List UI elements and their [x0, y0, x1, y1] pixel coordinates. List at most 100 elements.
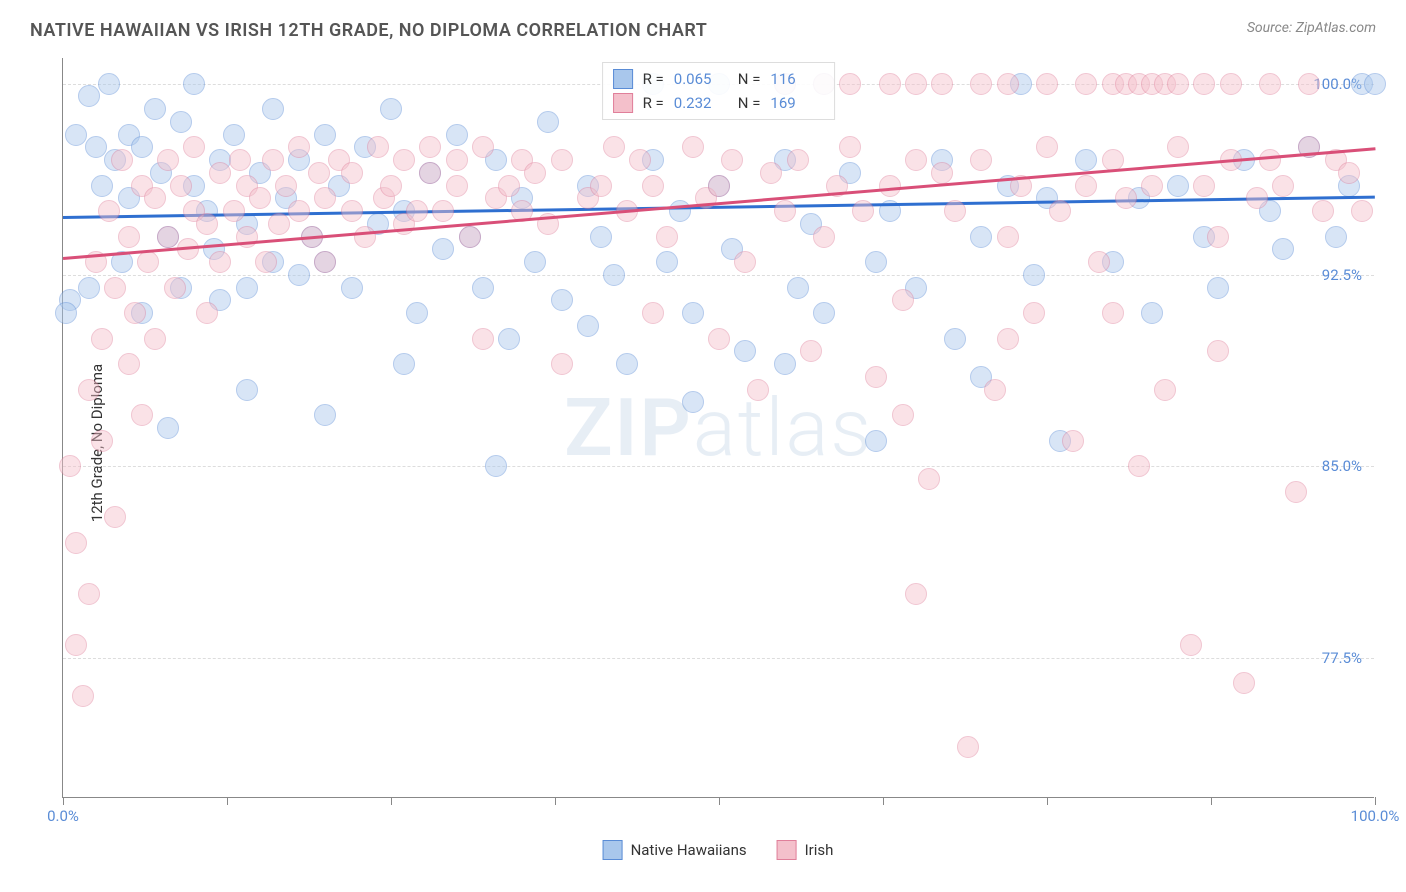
data-point: [892, 404, 914, 426]
data-point: [98, 200, 120, 222]
x-tick: [555, 797, 556, 805]
data-point: [354, 226, 376, 248]
data-point: [669, 200, 691, 222]
data-point: [852, 200, 874, 222]
data-point: [223, 124, 245, 146]
data-point: [183, 73, 205, 95]
data-point: [144, 328, 166, 350]
data-point: [59, 455, 81, 477]
data-point: [249, 187, 271, 209]
data-point: [196, 213, 218, 235]
data-point: [55, 302, 77, 324]
data-point: [656, 251, 678, 273]
data-point: [288, 264, 310, 286]
data-point: [931, 73, 953, 95]
data-point: [288, 200, 310, 222]
legend-stats: R =0.065N =116R =0.232N =169: [602, 62, 836, 120]
data-point: [380, 98, 402, 120]
data-point: [419, 162, 441, 184]
data-point: [629, 149, 651, 171]
data-point: [209, 162, 231, 184]
legend-swatch: [613, 93, 633, 113]
data-point: [1023, 302, 1045, 324]
data-point: [708, 175, 730, 197]
data-point: [1075, 73, 1097, 95]
gridline: [63, 275, 1374, 276]
data-point: [603, 136, 625, 158]
data-point: [236, 379, 258, 401]
data-point: [642, 302, 664, 324]
data-point: [551, 149, 573, 171]
data-point: [1246, 187, 1268, 209]
plot-area: ZIPatlas R =0.065N =116R =0.232N =169 77…: [62, 58, 1374, 798]
data-point: [1036, 73, 1058, 95]
data-point: [642, 175, 664, 197]
data-point: [931, 162, 953, 184]
legend-r-key: R =: [643, 70, 664, 88]
data-point: [997, 328, 1019, 350]
data-point: [865, 430, 887, 452]
y-tick-label: 85.0%: [1322, 457, 1362, 475]
data-point: [91, 328, 113, 350]
data-point: [419, 136, 441, 158]
data-point: [800, 340, 822, 362]
legend-n-key: N =: [738, 94, 761, 112]
data-point: [262, 98, 284, 120]
data-point: [1036, 136, 1058, 158]
x-tick-label: 100.0%: [1351, 807, 1400, 825]
data-point: [970, 73, 992, 95]
legend-series: Native HawaiiansIrish: [603, 840, 834, 860]
legend-stat-row: R =0.232N =169: [613, 91, 825, 115]
data-point: [865, 366, 887, 388]
x-tick: [719, 797, 720, 805]
chart-container: 12th Grade, No Diploma ZIPatlas R =0.065…: [62, 58, 1374, 828]
data-point: [183, 136, 205, 158]
data-point: [1062, 430, 1084, 452]
legend-swatch: [613, 69, 633, 89]
data-point: [682, 391, 704, 413]
data-point: [1325, 226, 1347, 248]
data-point: [65, 634, 87, 656]
data-point: [85, 136, 107, 158]
data-point: [341, 162, 363, 184]
data-point: [551, 353, 573, 375]
data-point: [721, 149, 743, 171]
data-point: [984, 379, 1006, 401]
data-point: [590, 226, 612, 248]
data-point: [78, 277, 100, 299]
data-point: [1088, 251, 1110, 273]
data-point: [1141, 175, 1163, 197]
data-point: [65, 124, 87, 146]
data-point: [459, 226, 481, 248]
legend-n-value: 169: [770, 94, 824, 112]
data-point: [682, 302, 704, 324]
data-point: [1023, 264, 1045, 286]
data-point: [1259, 73, 1281, 95]
data-point: [774, 353, 796, 375]
data-point: [1167, 136, 1189, 158]
data-point: [308, 162, 330, 184]
data-point: [144, 98, 166, 120]
data-point: [774, 200, 796, 222]
data-point: [918, 468, 940, 490]
data-point: [708, 328, 730, 350]
data-point: [1180, 634, 1202, 656]
data-point: [839, 73, 861, 95]
data-point: [131, 136, 153, 158]
x-tick: [1375, 797, 1376, 805]
data-point: [1259, 149, 1281, 171]
data-point: [656, 226, 678, 248]
data-point: [223, 200, 245, 222]
data-point: [1364, 73, 1386, 95]
data-point: [446, 175, 468, 197]
gridline: [63, 658, 1374, 659]
data-point: [1167, 73, 1189, 95]
data-point: [485, 455, 507, 477]
x-tick: [1211, 797, 1212, 805]
data-point: [590, 175, 612, 197]
gridline: [63, 466, 1374, 467]
data-point: [1338, 162, 1360, 184]
data-point: [341, 277, 363, 299]
x-tick: [391, 797, 392, 805]
data-point: [118, 353, 140, 375]
